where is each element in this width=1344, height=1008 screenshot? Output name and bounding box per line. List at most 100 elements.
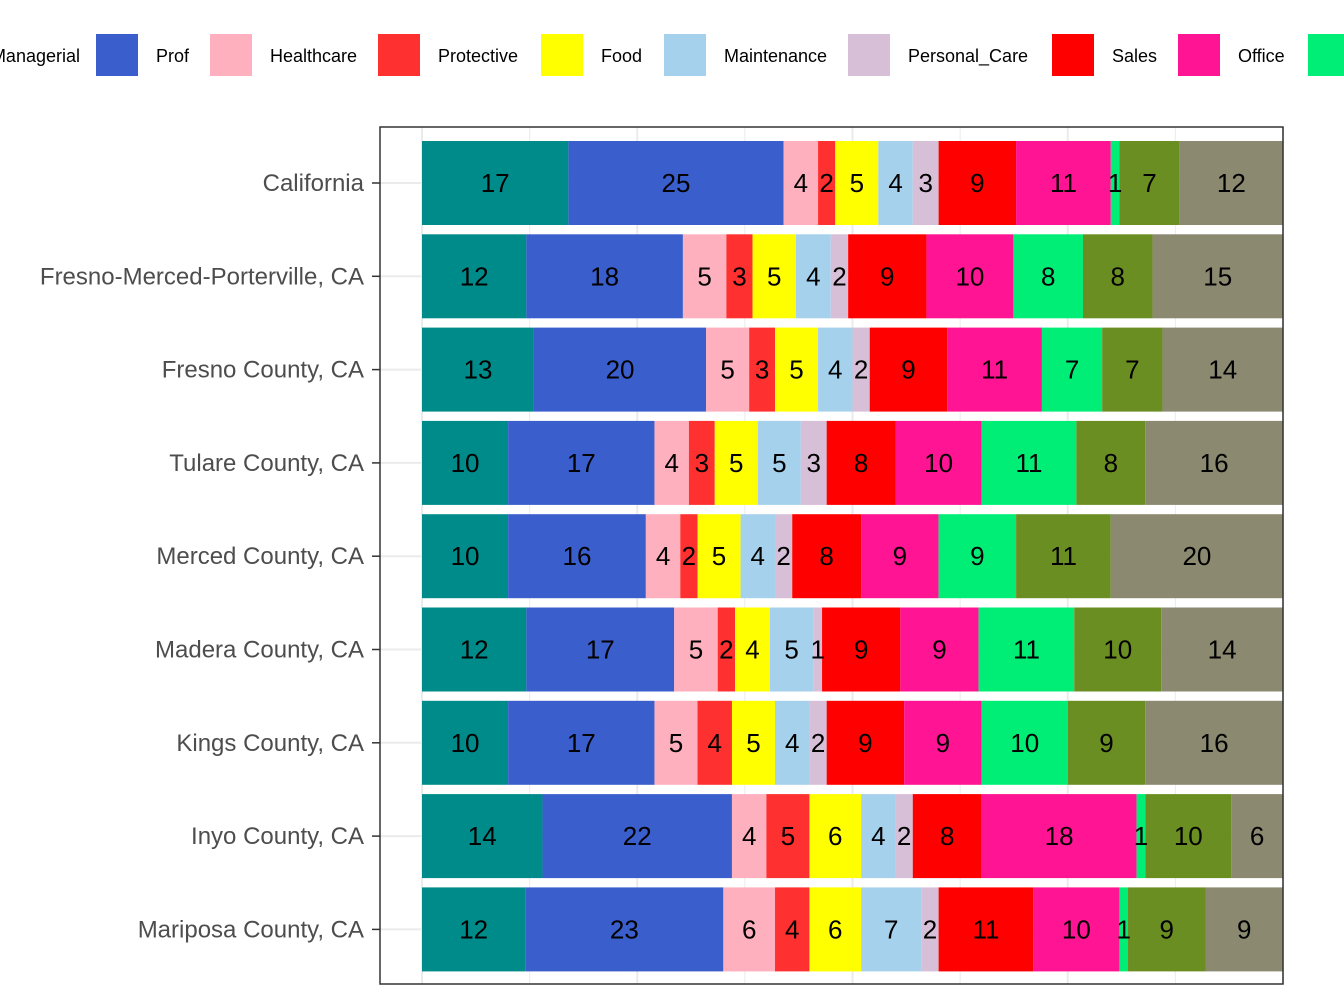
bar-segment-prof <box>508 420 655 505</box>
bar-segment-healthcare <box>723 887 776 972</box>
data-label: 1 <box>1134 821 1148 851</box>
bar-segment-food <box>809 887 862 972</box>
data-label: 6 <box>828 821 842 851</box>
bar-segment-construction <box>1074 607 1162 692</box>
bar-segment-protective <box>766 794 810 879</box>
data-label: 9 <box>936 728 950 758</box>
data-label: 5 <box>720 355 734 385</box>
bar-segment-personal-care <box>813 607 823 692</box>
bar-segment-construction <box>1082 234 1153 319</box>
legend-label-food: Food <box>601 46 642 66</box>
data-label: 8 <box>1111 261 1125 291</box>
data-label: 5 <box>712 541 726 571</box>
bar-segment-construction <box>1016 514 1111 599</box>
bar-segment-food <box>697 514 741 599</box>
legend-label-healthcare: Healthcare <box>270 46 357 66</box>
data-label: 13 <box>464 355 493 385</box>
legend-label-managerial: Managerial <box>0 46 80 66</box>
data-label: 10 <box>924 448 953 478</box>
bar-segment-production <box>1145 420 1283 505</box>
data-label: 5 <box>781 821 795 851</box>
data-label: 6 <box>742 914 756 944</box>
bar-segment-healthcare <box>674 607 718 692</box>
bar-segment-sales <box>826 420 896 505</box>
bar-segment-managerial <box>422 514 509 599</box>
bar-segment-personal-care <box>809 700 827 785</box>
bar-segment-office <box>900 607 979 692</box>
legend-key-protective <box>378 34 420 76</box>
legend-label-maintenance: Maintenance <box>724 46 827 66</box>
bar-segment-managerial <box>422 420 509 505</box>
data-label: 11 <box>972 914 999 944</box>
bar-segment-healthcare <box>654 700 698 785</box>
data-label: 18 <box>1045 821 1074 851</box>
data-label: 10 <box>1062 914 1091 944</box>
data-label: 9 <box>901 355 915 385</box>
bar-segment-healthcare <box>654 420 689 505</box>
data-label: 16 <box>563 541 592 571</box>
bar-segment-healthcare <box>645 514 681 599</box>
data-label: 5 <box>746 728 760 758</box>
y-axis: California Fresno-Merced-Porterville, CA F… <box>40 170 380 943</box>
bar-segment-prof <box>533 327 707 412</box>
bar-segment-farming <box>938 514 1017 599</box>
data-label: 14 <box>1208 355 1237 385</box>
data-label: 9 <box>854 635 868 665</box>
data-label: 4 <box>664 448 678 478</box>
data-label: 4 <box>828 355 842 385</box>
bar-segment-food <box>714 420 758 505</box>
data-label: 10 <box>451 541 480 571</box>
bar-segment-protective <box>697 700 732 785</box>
data-label: 22 <box>623 821 652 851</box>
data-label: 9 <box>1160 914 1174 944</box>
y-tick-label: California <box>263 170 365 197</box>
data-label: 10 <box>1010 728 1039 758</box>
data-label: 12 <box>460 635 489 665</box>
bar-segment-maintenance <box>775 700 810 785</box>
data-label: 10 <box>451 448 480 478</box>
data-label: 16 <box>1200 448 1229 478</box>
legend-key-maintenance <box>664 34 706 76</box>
data-label: 5 <box>697 261 711 291</box>
bar-segment-managerial <box>422 327 534 412</box>
data-label: 6 <box>1250 821 1264 851</box>
bar-segment-maintenance <box>861 794 896 879</box>
bar-segment-protective <box>818 141 836 225</box>
data-label: 10 <box>1103 635 1132 665</box>
bar-segment-production <box>1205 887 1283 972</box>
bar-segment-maintenance <box>769 607 814 692</box>
bar-segment-prof <box>508 514 646 599</box>
bar-segment-office <box>947 327 1042 412</box>
bar-segment-personal-care <box>775 514 793 599</box>
data-label: 25 <box>662 168 691 198</box>
data-label: 4 <box>794 168 808 198</box>
bar-segment-food <box>735 607 770 692</box>
data-label: 2 <box>854 355 868 385</box>
y-tick-label: Merced County, CA <box>156 543 364 570</box>
data-label: 9 <box>970 541 984 571</box>
data-label: 4 <box>745 635 759 665</box>
y-tick-label: Kings County, CA <box>176 730 364 757</box>
bar-segment-farming <box>981 700 1068 785</box>
data-label: 6 <box>828 914 842 944</box>
data-label: 17 <box>567 728 596 758</box>
bar-segment-production <box>1145 700 1283 785</box>
data-label: 2 <box>682 541 696 571</box>
data-label: 10 <box>955 261 984 291</box>
bar-segment-sales <box>848 234 927 319</box>
data-label: 11 <box>1013 635 1040 665</box>
data-label: 4 <box>806 261 820 291</box>
bar-segment-sales <box>938 887 1034 972</box>
data-label: 20 <box>606 355 635 385</box>
data-label: 7 <box>1125 355 1139 385</box>
legend-key-healthcare <box>210 34 252 76</box>
data-label: 3 <box>807 448 821 478</box>
bar-segment-maintenance <box>757 420 801 505</box>
bar-segment-prof <box>508 700 655 785</box>
data-label: 1 <box>810 635 824 665</box>
bar-segment-sales <box>826 700 905 785</box>
bar-segment-healthcare <box>783 141 819 225</box>
bar-segment-maintenance <box>878 141 913 225</box>
bar-segment-food <box>752 234 796 319</box>
data-label: 2 <box>719 635 733 665</box>
